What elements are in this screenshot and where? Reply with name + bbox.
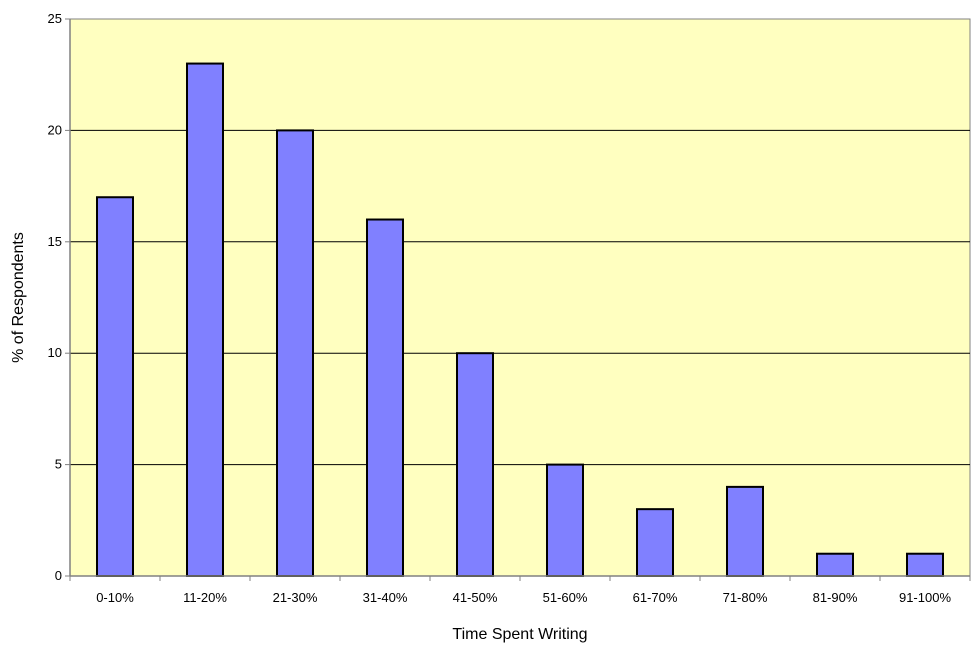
y-tick-label: 20 (48, 122, 62, 137)
bar-71-80% (726, 485, 764, 578)
x-tick-label: 71-80% (723, 590, 768, 605)
x-tick-label: 0-10% (96, 590, 134, 605)
tick-labels: 0 5 10 15 20 25 0-10% 11-20% 21-30% 31-40% 41-50% 5… (48, 11, 952, 605)
x-tick-label: 21-30% (273, 590, 318, 605)
bar-61-70% (636, 508, 674, 577)
bar-0-10% (96, 196, 134, 578)
y-tick-label: 10 (48, 345, 62, 360)
x-tick-label: 81-90% (813, 590, 858, 605)
axes (65, 18, 971, 581)
x-tick-label: 31-40% (363, 590, 408, 605)
x-tick-label: 41-50% (453, 590, 498, 605)
bar-51-60% (546, 463, 584, 578)
x-tick-label: 61-70% (633, 590, 678, 605)
y-tick-label: 25 (48, 11, 62, 26)
bar-21-30% (276, 129, 314, 577)
x-axis-title: Time Spent Writing (452, 626, 587, 643)
x-tick-label: 91-100% (899, 590, 951, 605)
bar-81-90% (816, 552, 854, 577)
y-tick-label: 5 (55, 457, 62, 472)
bar-11-20% (186, 62, 224, 578)
y-tick-label: 15 (48, 234, 62, 249)
bar-31-40% (366, 218, 404, 578)
x-tick-label: 11-20% (183, 590, 227, 605)
bar-41-50% (456, 352, 494, 578)
x-tick-label: 51-60% (543, 590, 588, 605)
y-axis-title: % of Respondents (10, 232, 27, 363)
y-tick-label: 0 (55, 568, 62, 583)
bar-91-100% (906, 552, 944, 577)
